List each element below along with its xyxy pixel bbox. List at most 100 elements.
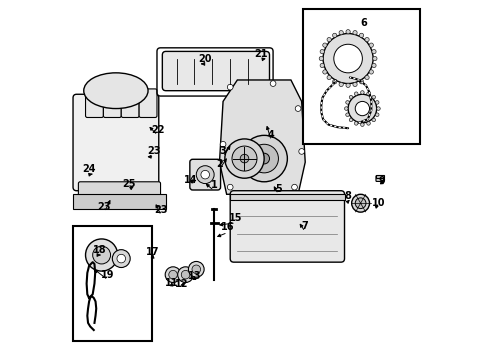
Circle shape <box>201 170 209 179</box>
FancyBboxPatch shape <box>230 191 344 262</box>
FancyBboxPatch shape <box>73 94 159 191</box>
Circle shape <box>368 43 373 47</box>
Circle shape <box>320 63 324 68</box>
Circle shape <box>354 198 365 208</box>
Bar <box>73 226 151 341</box>
Circle shape <box>93 246 110 264</box>
Text: 17: 17 <box>145 247 159 257</box>
Circle shape <box>168 270 177 279</box>
Circle shape <box>345 113 348 117</box>
Circle shape <box>322 70 326 74</box>
Circle shape <box>345 100 348 104</box>
Text: 18: 18 <box>93 245 106 255</box>
Text: 25: 25 <box>122 179 136 189</box>
Circle shape <box>352 82 356 86</box>
Circle shape <box>177 267 193 283</box>
Circle shape <box>85 239 118 271</box>
Text: 11: 11 <box>164 278 178 288</box>
Text: 24: 24 <box>82 164 96 174</box>
FancyBboxPatch shape <box>78 182 160 200</box>
Circle shape <box>368 70 373 74</box>
Circle shape <box>352 31 356 35</box>
Text: 6: 6 <box>360 18 367 28</box>
Text: 12: 12 <box>174 279 188 289</box>
Circle shape <box>220 141 225 147</box>
FancyBboxPatch shape <box>162 51 269 91</box>
Circle shape <box>364 75 368 80</box>
Circle shape <box>360 91 364 94</box>
Circle shape <box>371 95 375 99</box>
Circle shape <box>338 82 343 86</box>
Circle shape <box>344 107 347 111</box>
Text: 20: 20 <box>198 54 211 64</box>
Circle shape <box>354 92 357 95</box>
Circle shape <box>347 94 376 123</box>
Text: 2: 2 <box>216 159 223 169</box>
Circle shape <box>320 49 324 54</box>
Text: 7: 7 <box>301 221 308 231</box>
Circle shape <box>332 33 336 37</box>
Text: 5: 5 <box>274 184 281 194</box>
Text: 21: 21 <box>253 49 267 59</box>
Circle shape <box>112 249 130 267</box>
Text: 14: 14 <box>183 175 197 185</box>
Circle shape <box>371 118 375 122</box>
Circle shape <box>345 83 349 87</box>
Polygon shape <box>219 80 305 194</box>
Circle shape <box>364 37 368 42</box>
Text: 23: 23 <box>98 202 111 212</box>
Text: 19: 19 <box>101 270 115 280</box>
Circle shape <box>241 135 287 182</box>
FancyBboxPatch shape <box>189 159 220 190</box>
Ellipse shape <box>83 73 148 109</box>
Circle shape <box>196 166 214 184</box>
Circle shape <box>319 57 323 61</box>
Circle shape <box>351 194 369 212</box>
Circle shape <box>181 270 189 279</box>
Bar <box>375 175 384 178</box>
Circle shape <box>249 144 278 173</box>
Circle shape <box>165 267 181 283</box>
Circle shape <box>323 33 372 84</box>
Circle shape <box>359 80 363 84</box>
Circle shape <box>258 153 269 164</box>
Text: 9: 9 <box>378 176 385 186</box>
Text: 22: 22 <box>151 125 164 135</box>
FancyBboxPatch shape <box>375 176 383 181</box>
FancyBboxPatch shape <box>103 89 121 117</box>
Circle shape <box>372 57 376 61</box>
FancyBboxPatch shape <box>85 89 103 117</box>
Circle shape <box>371 63 375 68</box>
Circle shape <box>348 118 352 122</box>
Circle shape <box>227 184 233 190</box>
Text: 23: 23 <box>147 147 161 157</box>
Text: 4: 4 <box>267 130 274 140</box>
Circle shape <box>345 30 349 34</box>
Circle shape <box>348 95 352 99</box>
Circle shape <box>291 184 297 190</box>
Circle shape <box>298 149 304 154</box>
Bar <box>303 9 419 144</box>
Circle shape <box>371 49 375 54</box>
Circle shape <box>354 102 369 116</box>
Circle shape <box>354 122 357 125</box>
Circle shape <box>295 106 300 111</box>
Circle shape <box>227 84 233 90</box>
Bar <box>230 194 344 200</box>
Bar <box>73 194 165 208</box>
Circle shape <box>188 261 203 277</box>
Circle shape <box>360 123 364 126</box>
Circle shape <box>224 139 264 178</box>
Circle shape <box>231 146 257 171</box>
Circle shape <box>376 107 380 111</box>
Circle shape <box>117 254 125 263</box>
Circle shape <box>375 113 378 117</box>
Text: 8: 8 <box>344 191 351 201</box>
Text: 13: 13 <box>187 271 201 282</box>
Text: 23: 23 <box>154 205 168 215</box>
Circle shape <box>333 44 362 73</box>
Text: 16: 16 <box>221 222 234 232</box>
Circle shape <box>375 100 378 104</box>
Text: 10: 10 <box>371 198 385 208</box>
Text: 1: 1 <box>210 180 217 190</box>
